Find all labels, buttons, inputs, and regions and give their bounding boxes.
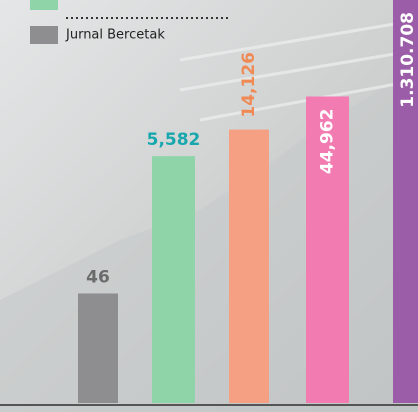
value-label: 46 bbox=[86, 267, 110, 287]
legend-label: Jurnal Bercetak bbox=[65, 28, 165, 43]
legend-swatch bbox=[30, 26, 58, 44]
bar bbox=[306, 96, 349, 403]
value-label: 44,962 bbox=[318, 108, 338, 174]
bar bbox=[78, 293, 118, 403]
value-label: 5,582 bbox=[147, 130, 201, 150]
bar bbox=[393, 0, 418, 403]
bar bbox=[229, 129, 269, 403]
value-label: 1.310.708 bbox=[398, 12, 418, 108]
legend-swatch bbox=[30, 0, 58, 10]
value-label: 14,126 bbox=[239, 52, 259, 118]
bar bbox=[152, 156, 195, 403]
